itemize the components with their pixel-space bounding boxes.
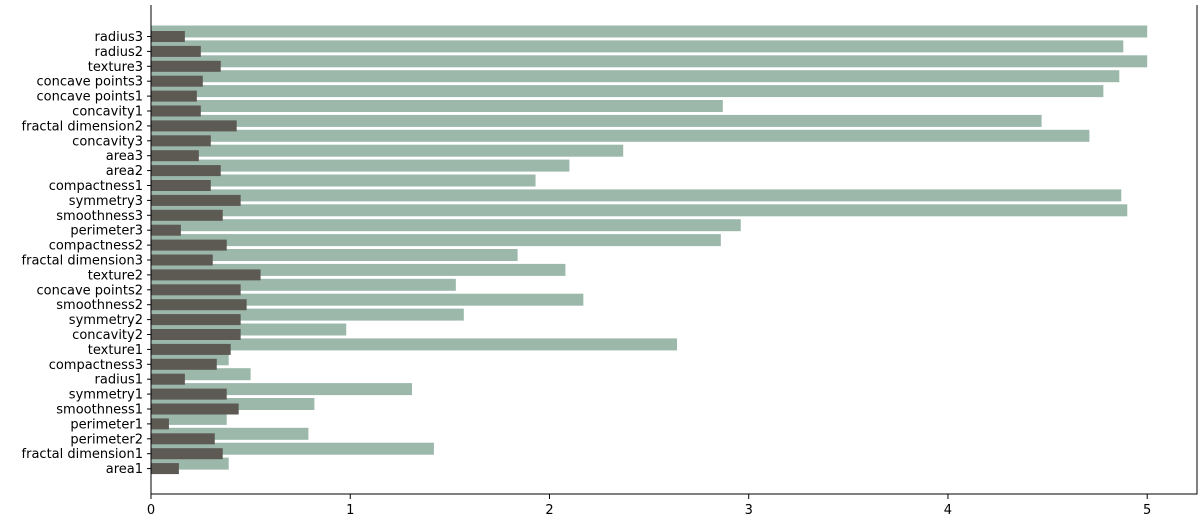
bar-fg-5 <box>151 105 201 117</box>
x-tick-label: 5 <box>1143 503 1151 518</box>
y-tick-label: concave points2 <box>37 283 143 298</box>
bar-bg-6 <box>151 114 1042 127</box>
bar-fg-7 <box>151 135 211 147</box>
y-tick-label: concave points1 <box>37 90 143 105</box>
y-tick-label: fractal dimension3 <box>22 254 143 269</box>
bar-bg-18 <box>151 293 584 306</box>
y-tick-label: concavity2 <box>72 328 143 343</box>
y-tick-label: concavity1 <box>72 105 143 120</box>
x-tick-label: 1 <box>346 503 354 518</box>
y-tick-label: concave points3 <box>37 75 143 90</box>
bar-fg-22 <box>151 358 217 370</box>
bar-bg-0 <box>151 25 1148 38</box>
y-tick-label: area2 <box>106 164 143 179</box>
bar-fg-2 <box>151 60 221 72</box>
bar-bg-1 <box>151 40 1124 53</box>
bar-fg-23 <box>151 373 185 385</box>
bar-fg-20 <box>151 329 241 340</box>
bar-fg-8 <box>151 150 199 162</box>
y-tick-label: symmetry2 <box>69 313 143 328</box>
bar-fg-11 <box>151 194 241 206</box>
y-tick-label: texture2 <box>88 268 143 283</box>
bar-fg-27 <box>151 433 215 445</box>
bar-bg-5 <box>151 100 723 112</box>
bar-fg-24 <box>151 388 227 400</box>
bar-fg-21 <box>151 343 231 355</box>
y-tick-label: smoothness1 <box>56 403 143 418</box>
bar-fg-29 <box>151 463 179 475</box>
bar-fg-12 <box>151 209 223 221</box>
bar-fg-3 <box>151 75 203 87</box>
bar-fg-17 <box>151 284 241 296</box>
bar-bg-21 <box>151 338 677 351</box>
bar-bg-9 <box>151 159 570 172</box>
bar-bg-3 <box>151 70 1120 83</box>
bar-bg-12 <box>151 204 1128 217</box>
bar-bg-11 <box>151 189 1122 202</box>
x-tick-label: 3 <box>745 503 753 518</box>
x-tick-label: 0 <box>147 503 155 518</box>
bar-fg-6 <box>151 120 237 132</box>
y-tick-label: area3 <box>106 149 143 164</box>
y-tick-label: concavity3 <box>72 134 143 149</box>
bar-fg-19 <box>151 314 241 326</box>
y-tick-label: radius3 <box>95 30 143 45</box>
y-tick-label: compactness1 <box>49 179 143 194</box>
bar-fg-1 <box>151 45 201 57</box>
bar-fg-10 <box>151 180 211 191</box>
bar-fg-14 <box>151 239 227 251</box>
background-bars <box>151 25 1148 470</box>
x-tick-label: 2 <box>545 503 553 518</box>
y-tick-label: area1 <box>106 462 143 477</box>
y-tick-label: compactness3 <box>49 358 143 373</box>
bar-fg-26 <box>151 418 169 430</box>
bar-bg-13 <box>151 219 741 232</box>
bar-bg-7 <box>151 129 1090 142</box>
bar-bg-14 <box>151 234 721 247</box>
bar-bg-10 <box>151 174 536 187</box>
y-tick-label: perimeter1 <box>70 417 143 432</box>
bar-fg-13 <box>151 224 181 236</box>
bar-bg-2 <box>151 55 1148 68</box>
x-axis: 0 1 2 3 4 5 <box>147 494 1151 518</box>
y-tick-label: texture1 <box>88 343 143 358</box>
y-tick-label: radius1 <box>95 373 143 388</box>
bar-fg-4 <box>151 90 197 102</box>
y-tick-label: fractal dimension2 <box>22 119 143 134</box>
bar-fg-9 <box>151 165 221 177</box>
bar-fg-28 <box>151 448 223 460</box>
y-tick-label: symmetry3 <box>69 194 143 209</box>
bar-bg-26 <box>151 412 227 425</box>
x-tick-label: 4 <box>944 503 952 518</box>
y-tick-label: radius2 <box>95 45 143 60</box>
bar-bg-15 <box>151 249 518 261</box>
y-tick-label: symmetry1 <box>69 388 143 403</box>
y-tick-label: perimeter3 <box>70 224 143 239</box>
bar-bg-8 <box>151 144 624 157</box>
bar-fg-0 <box>151 31 185 42</box>
bar-fg-15 <box>151 254 213 266</box>
plot-frame <box>150 5 1198 495</box>
foreground-bars <box>151 31 261 475</box>
bar-fg-18 <box>151 299 247 311</box>
bar-bg-4 <box>151 85 1104 98</box>
bar-fg-16 <box>151 269 261 281</box>
y-tick-label: smoothness3 <box>56 209 143 224</box>
y-tick-label: smoothness2 <box>56 298 143 313</box>
y-tick-label: perimeter2 <box>70 432 143 447</box>
y-tick-label: compactness2 <box>49 239 143 254</box>
y-tick-label: texture3 <box>88 60 143 75</box>
bar-fg-25 <box>151 403 239 415</box>
y-tick-label: fractal dimension1 <box>22 447 143 462</box>
